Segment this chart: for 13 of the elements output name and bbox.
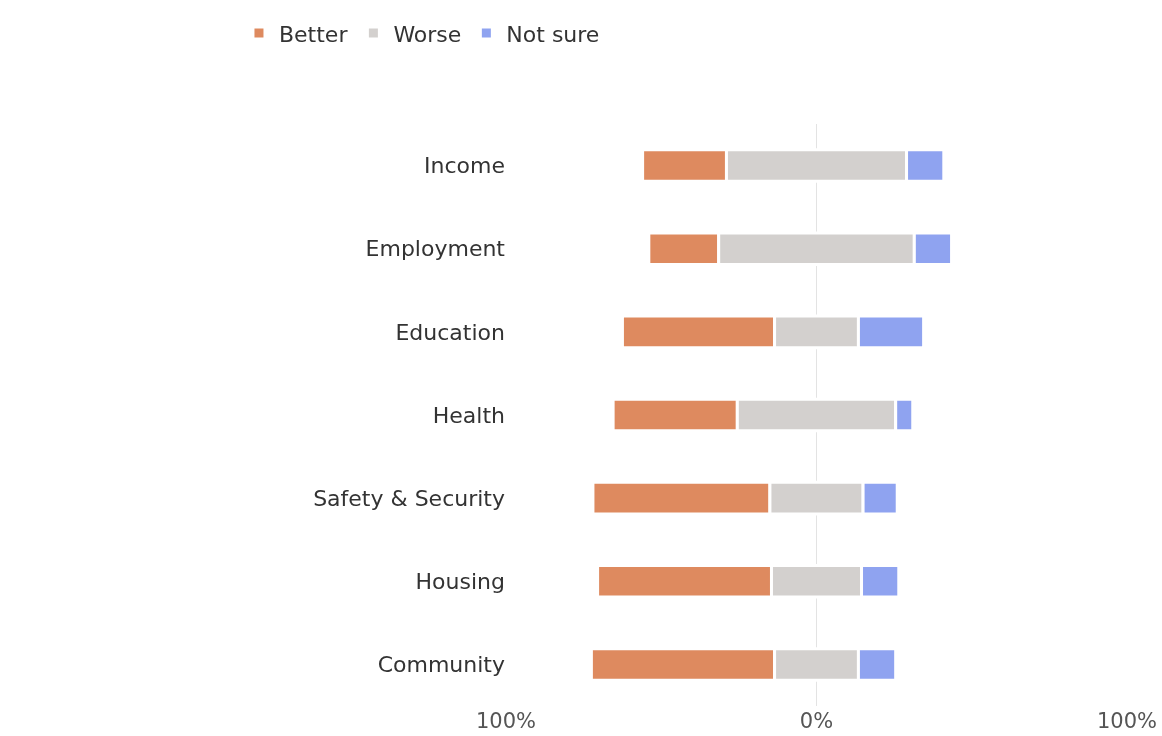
y-tick-label: Safety & Security: [313, 485, 505, 511]
x-tick-label: 0%: [799, 709, 834, 733]
y-tick-label: Employment: [365, 236, 506, 262]
legend-label: Not sure: [506, 21, 600, 47]
x-tick-label: 100%: [475, 709, 537, 733]
y-tick-label: Education: [395, 319, 505, 345]
y-tick-label: Housing: [415, 568, 505, 594]
x-tick-label: 100%: [1096, 709, 1158, 733]
legend-label: Worse: [393, 21, 462, 47]
legend-label: Better: [278, 21, 349, 47]
y-tick-label: Health: [432, 402, 505, 428]
y-tick-label: Community: [377, 652, 505, 678]
y-tick-label: Income: [424, 153, 505, 179]
